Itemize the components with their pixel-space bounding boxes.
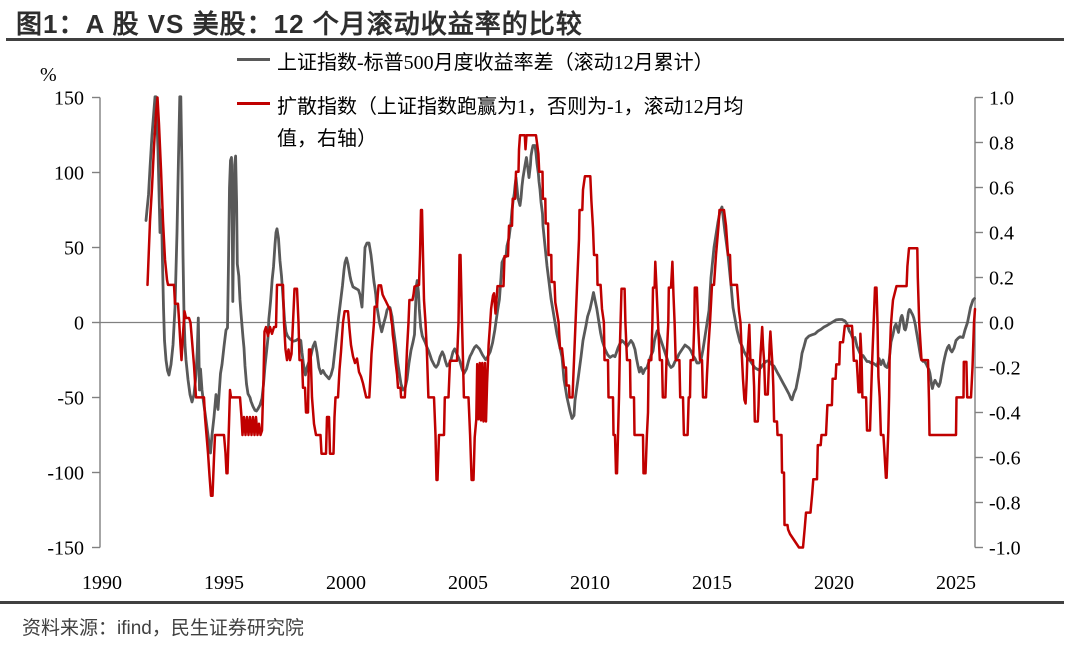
legend-label-diffusion-index: 扩散指数（上证指数跑赢为1，否则为-1，滚动12月均 值，右轴） <box>277 96 744 150</box>
series-line-return-diff <box>144 95 976 455</box>
footer-rule <box>0 601 1064 604</box>
legend-item-diffusion-index: 扩散指数（上证指数跑赢为1，否则为-1，滚动12月均 值，右轴） <box>237 91 744 155</box>
svg-text:0.2: 0.2 <box>989 268 1014 290</box>
red-line-swatch <box>237 102 270 105</box>
svg-text:100: 100 <box>54 163 84 185</box>
source-note: 资料来源：ifind，民生证券研究院 <box>22 618 304 639</box>
svg-text:-150: -150 <box>47 538 84 560</box>
svg-text:2000: 2000 <box>326 572 366 594</box>
title-rule <box>6 38 1064 41</box>
svg-text:150: 150 <box>54 88 84 110</box>
svg-text:2020: 2020 <box>814 572 854 594</box>
svg-text:-1.0: -1.0 <box>989 538 1021 560</box>
svg-text:0.0: 0.0 <box>989 313 1014 335</box>
svg-text:%: % <box>40 64 57 86</box>
series-line-diffusion-index <box>146 96 977 549</box>
svg-text:-0.8: -0.8 <box>989 493 1021 515</box>
chart-axis-labels: 150 100 50 0 -50 -100 -150% 1.0 0.8 0.6 0.4 0.2 0.0 -… <box>40 64 1021 594</box>
svg-text:2010: 2010 <box>570 572 610 594</box>
svg-text:50: 50 <box>64 238 84 260</box>
legend-item-return-diff: 上证指数-标普500月度收益率差（滚动12月累计） <box>237 47 744 79</box>
svg-text:1990: 1990 <box>82 572 122 594</box>
svg-text:0.4: 0.4 <box>989 223 1014 245</box>
svg-text:-0.6: -0.6 <box>989 448 1021 470</box>
figure-title: 图1：A 股 VS 美股：12 个月滚动收益率的比较 <box>16 9 583 39</box>
legend-label-return-diff: 上证指数-标普500月度收益率差（滚动12月累计） <box>277 52 714 74</box>
gray-line-swatch <box>237 58 270 61</box>
svg-text:0: 0 <box>74 313 84 335</box>
svg-text:1995: 1995 <box>204 572 244 594</box>
svg-text:2025: 2025 <box>936 572 976 594</box>
svg-text:2015: 2015 <box>692 572 732 594</box>
svg-text:-0.2: -0.2 <box>989 358 1021 380</box>
svg-text:-100: -100 <box>47 463 84 485</box>
chart-series <box>144 95 977 549</box>
svg-text:-50: -50 <box>57 388 84 410</box>
svg-text:2005: 2005 <box>448 572 488 594</box>
svg-text:0.8: 0.8 <box>989 133 1014 155</box>
chart-legend: 上证指数-标普500月度收益率差（滚动12月累计） 扩散指数（上证指数跑赢为1，… <box>237 47 744 167</box>
svg-text:-0.4: -0.4 <box>989 403 1021 425</box>
svg-text:1.0: 1.0 <box>989 88 1014 110</box>
svg-text:0.6: 0.6 <box>989 178 1014 200</box>
